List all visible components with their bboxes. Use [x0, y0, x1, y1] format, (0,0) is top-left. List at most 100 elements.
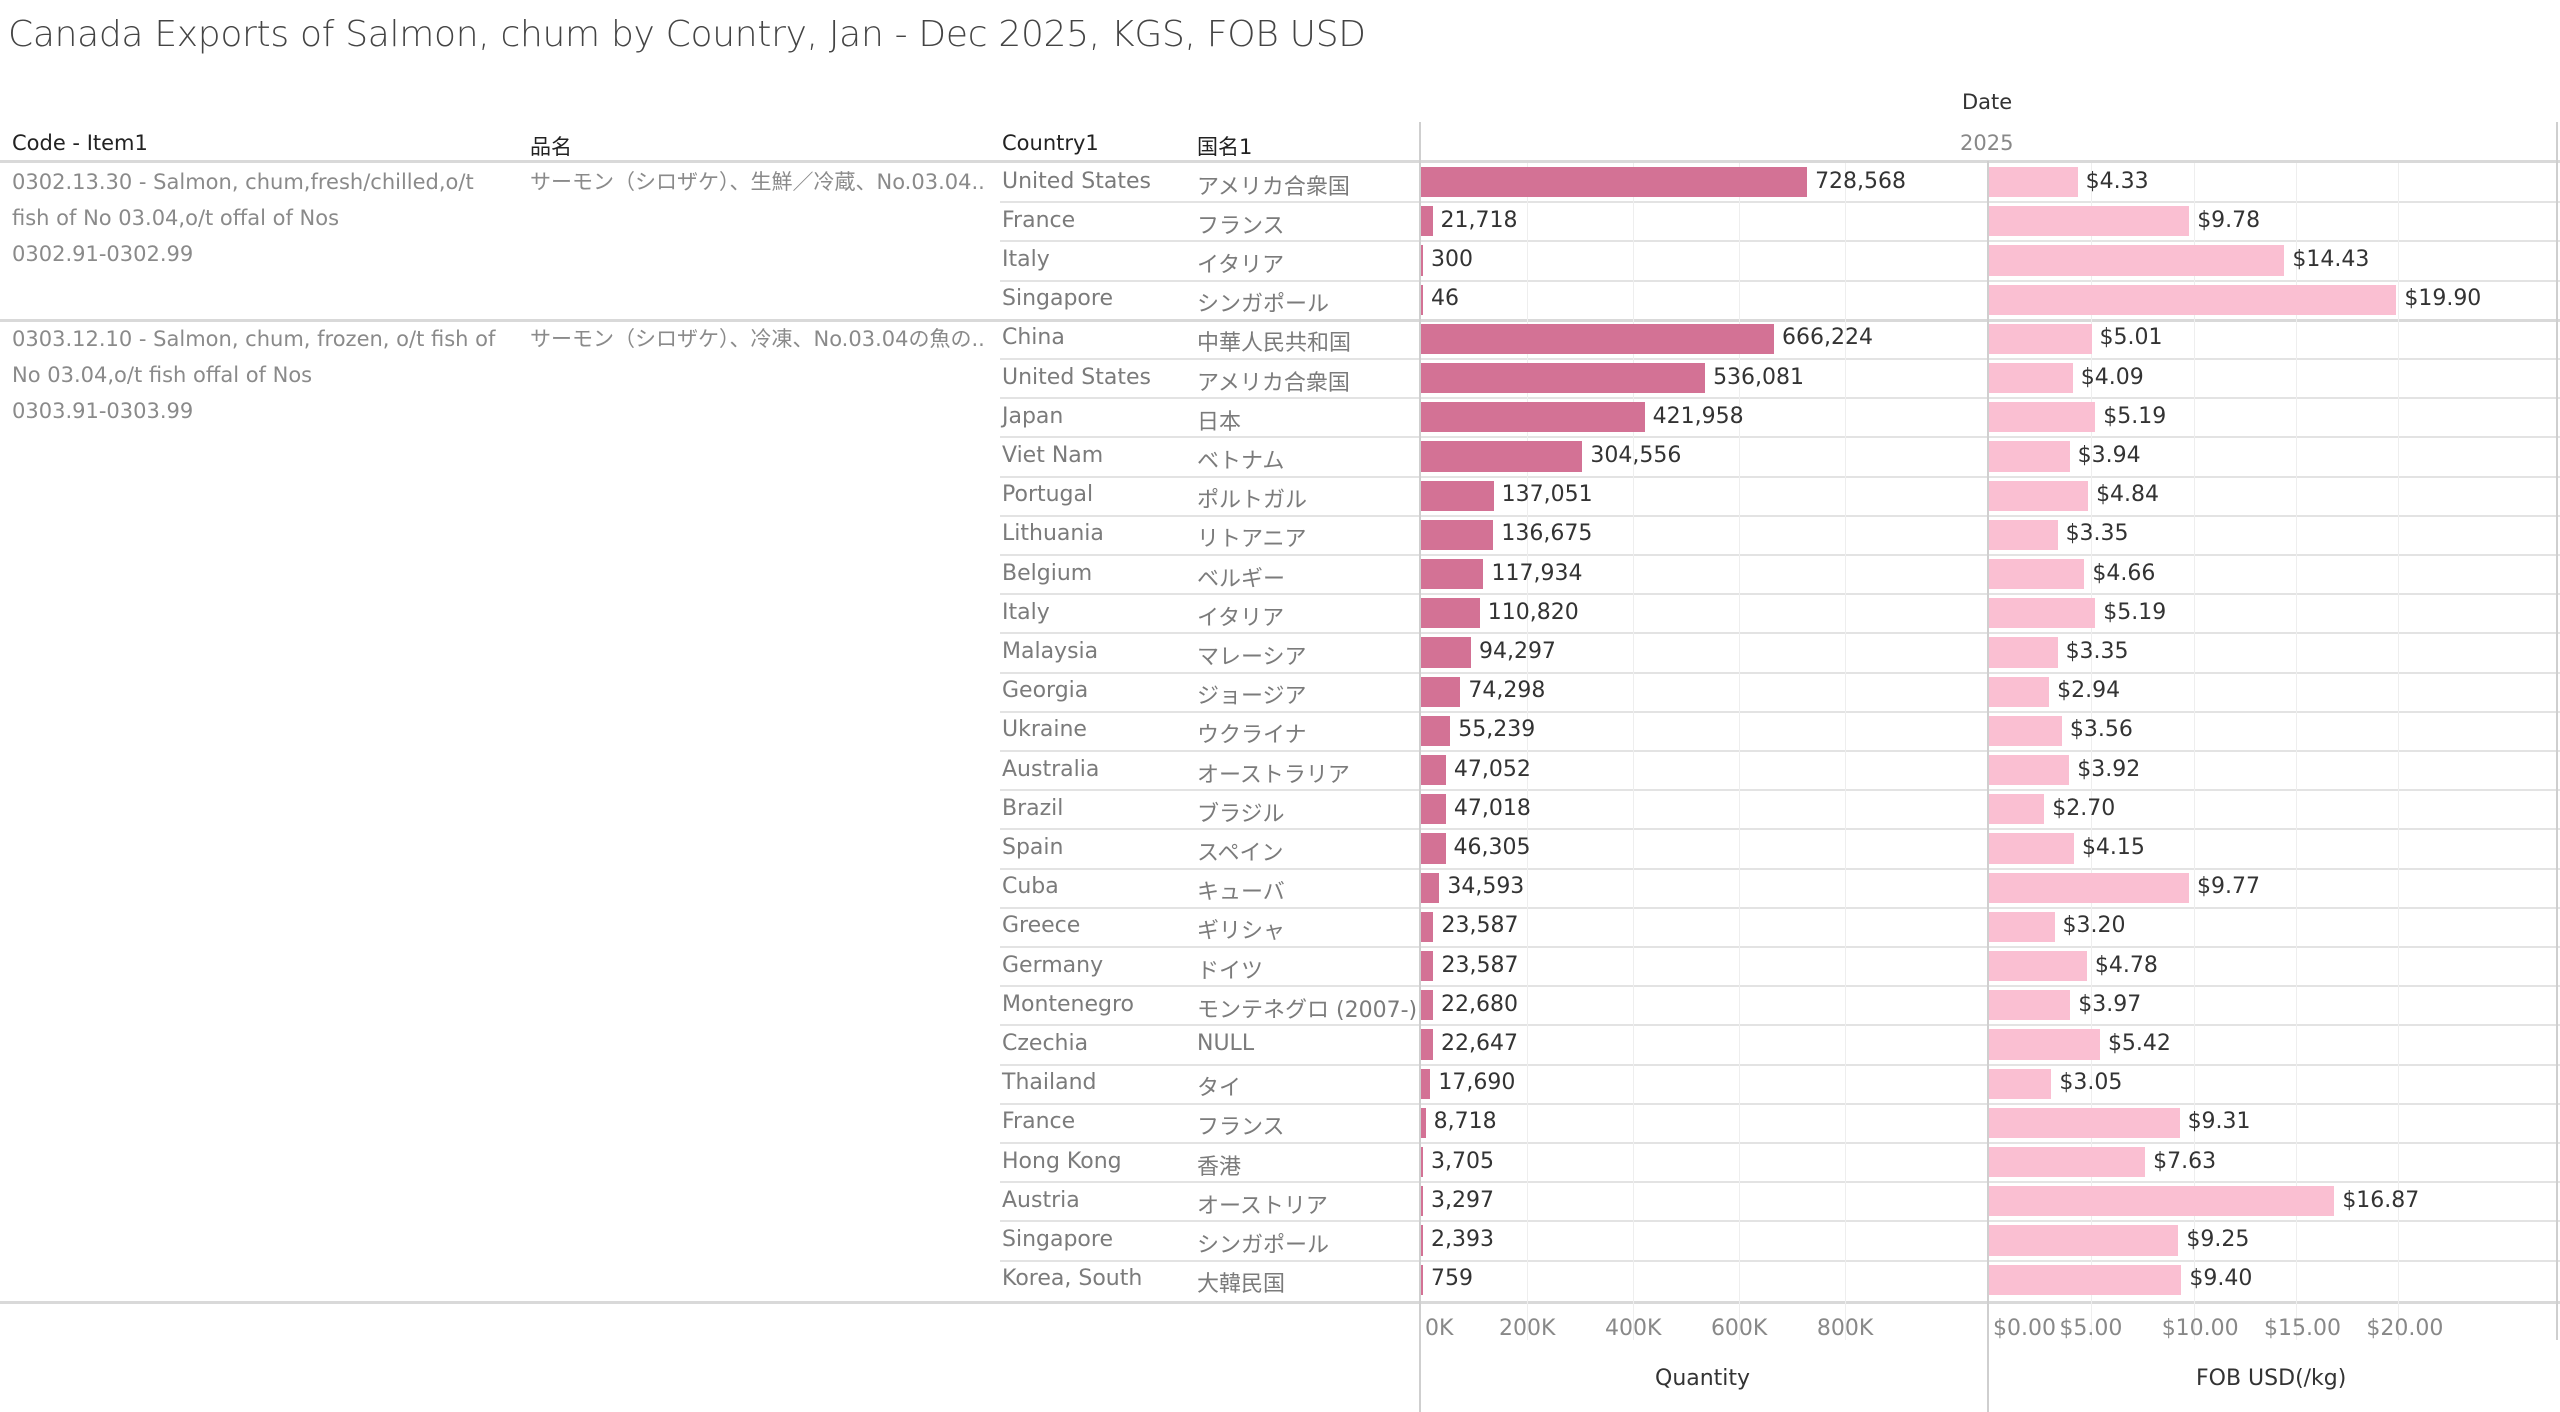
fob-bar[interactable]	[1989, 794, 2045, 825]
fob-bar[interactable]	[1989, 872, 2189, 903]
quantity-bar[interactable]	[1421, 363, 1706, 394]
quantity-label: 666,224	[1782, 325, 1874, 351]
quantity-bar[interactable]	[1421, 284, 1423, 315]
quantity-bar[interactable]	[1421, 519, 1494, 550]
quantity-label: 55,239	[1458, 717, 1536, 743]
fob-bar[interactable]	[1989, 715, 2062, 746]
header-divider	[0, 160, 2560, 163]
quantity-bar[interactable]	[1421, 1264, 1423, 1295]
fob-bar[interactable]	[1989, 206, 2190, 237]
fob-bar[interactable]	[1989, 363, 2073, 394]
code-item-cell: 0302.13.30 - Salmon, chum,fresh/chilled,…	[12, 164, 512, 272]
fob-bar[interactable]	[1989, 598, 2096, 629]
country-cell: Viet Nam	[1002, 443, 1104, 468]
code-item-line: 0303.91-0303.99	[12, 398, 194, 423]
fob-bar[interactable]	[1989, 1029, 2100, 1060]
quantity-label: 94,297	[1478, 639, 1556, 664]
fob-bar[interactable]	[1989, 1264, 2182, 1295]
country-cell: Brazil	[1002, 795, 1064, 821]
row-divider	[1000, 985, 2560, 988]
quantity-bar[interactable]	[1421, 637, 1471, 668]
quantity-tick-label: 400K	[1604, 1315, 1662, 1341]
fob-bar[interactable]	[1989, 676, 2050, 707]
row-divider	[1000, 279, 2560, 282]
fob-bar[interactable]	[1989, 755, 2070, 786]
fob-gridline	[2296, 163, 2298, 1340]
quantity-bar[interactable]	[1421, 598, 1480, 629]
kokumei-cell: ブラジル	[1197, 801, 1285, 827]
fob-label: $4.15	[2081, 835, 2145, 860]
fob-label: $2.70	[2052, 795, 2116, 821]
chart-title: Canada Exports of Salmon, chum by Countr…	[8, 14, 1366, 55]
column-header-hinmei[interactable]: 品名	[530, 135, 572, 159]
fob-bar[interactable]	[1989, 402, 2096, 433]
fob-bar[interactable]	[1989, 911, 2055, 942]
quantity-bar[interactable]	[1421, 911, 1434, 942]
kokumei-cell: シンガポール	[1197, 292, 1330, 318]
fob-bar[interactable]	[1989, 441, 2070, 472]
quantity-bar[interactable]	[1421, 1147, 1423, 1178]
quantity-bar[interactable]	[1421, 323, 1775, 354]
fob-bar[interactable]	[1989, 1147, 2146, 1178]
fob-bar[interactable]	[1989, 637, 2058, 668]
quantity-bar[interactable]	[1421, 990, 1434, 1021]
quantity-bar[interactable]	[1421, 167, 1808, 198]
quantity-bar[interactable]	[1421, 1029, 1433, 1060]
fob-label: $5.19	[2103, 403, 2167, 429]
fob-label: $14.43	[2292, 247, 2370, 272]
fob-bar[interactable]	[1989, 480, 2089, 511]
fob-bar[interactable]	[1989, 1225, 2179, 1256]
fob-bar[interactable]	[1989, 559, 2085, 590]
row-divider	[1000, 554, 2560, 556]
group-divider	[0, 318, 2560, 322]
column-header-kokumei[interactable]: 国名1	[1197, 135, 1253, 159]
kokumei-cell: タイ	[1197, 1076, 1242, 1102]
quantity-bar[interactable]	[1421, 755, 1446, 786]
fob-label: $5.42	[2107, 1031, 2171, 1056]
quantity-bar[interactable]	[1421, 206, 1433, 237]
fob-label: $9.78	[2197, 207, 2261, 233]
country-cell: Belgium	[1002, 560, 1093, 586]
quantity-bar[interactable]	[1421, 559, 1484, 590]
fob-bar[interactable]	[1989, 1068, 2052, 1099]
quantity-bar[interactable]	[1421, 715, 1451, 746]
quantity-bar[interactable]	[1421, 794, 1446, 825]
kokumei-cell: ギリシャ	[1197, 919, 1286, 945]
quantity-bar[interactable]	[1421, 676, 1461, 707]
fob-bar[interactable]	[1989, 951, 2087, 982]
quantity-bar[interactable]	[1421, 1068, 1431, 1099]
quantity-bar[interactable]	[1421, 480, 1494, 511]
quantity-label: 137,051	[1501, 482, 1593, 508]
fob-bar[interactable]	[1989, 284, 2397, 315]
quantity-label: 2,393	[1431, 1227, 1494, 1252]
quantity-label: 34,593	[1447, 874, 1525, 900]
fob-bar[interactable]	[1989, 990, 2071, 1021]
column-header-country[interactable]: Country1	[1002, 131, 1099, 155]
fob-bar[interactable]	[1989, 833, 2074, 864]
fob-label: $19.90	[2404, 286, 2482, 312]
quantity-bar[interactable]	[1421, 441, 1583, 472]
column-header-code-item[interactable]: Code - Item1	[12, 131, 148, 155]
quantity-bar[interactable]	[1421, 872, 1440, 903]
quantity-bar[interactable]	[1421, 951, 1434, 982]
year-header: 2025	[1960, 131, 2014, 155]
quantity-bar[interactable]	[1421, 1186, 1423, 1217]
quantity-bar[interactable]	[1421, 833, 1446, 864]
hinmei-cell: サーモン（シロザケ）、生鮮／冷蔵、No.03.04..	[530, 170, 985, 194]
fob-label: $4.84	[2096, 482, 2160, 508]
fob-bar[interactable]	[1989, 245, 2285, 276]
quantity-bar[interactable]	[1421, 245, 1423, 276]
fob-label: $3.20	[2062, 913, 2126, 939]
country-cell: Montenegro	[1002, 991, 1135, 1017]
quantity-bar[interactable]	[1421, 1107, 1426, 1138]
kokumei-cell: リトアニア	[1197, 527, 1307, 553]
fob-bar[interactable]	[1989, 519, 2058, 550]
fob-bar[interactable]	[1989, 1186, 2335, 1217]
fob-bar[interactable]	[1989, 323, 2092, 354]
fob-bar[interactable]	[1989, 167, 2078, 198]
quantity-bar[interactable]	[1421, 1225, 1423, 1256]
fob-label: $3.92	[2077, 756, 2141, 782]
fob-bar[interactable]	[1989, 1107, 2180, 1138]
quantity-bar[interactable]	[1421, 402, 1645, 433]
quantity-label: 46	[1431, 286, 1459, 312]
